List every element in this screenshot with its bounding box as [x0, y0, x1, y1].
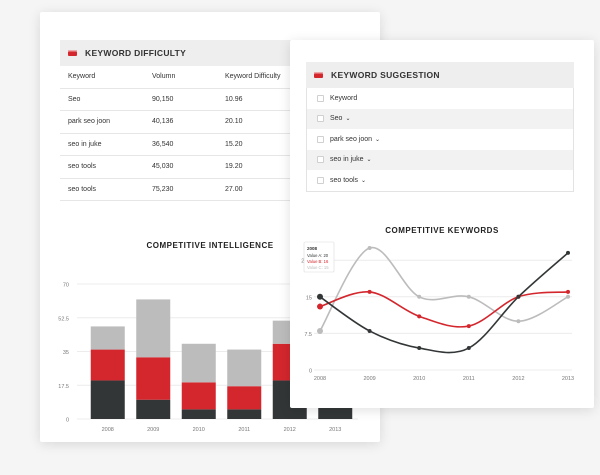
- volume-cell: 45,030: [144, 155, 217, 179]
- bar-segment: [227, 409, 262, 419]
- bar-segment: [136, 399, 171, 419]
- checkbox[interactable]: [317, 156, 324, 164]
- chevron-down-icon[interactable]: ⌄: [375, 136, 381, 143]
- data-point: [367, 289, 372, 294]
- keyword-difficulty-title: KEYWORD DIFFICULTY: [85, 48, 187, 58]
- y-tick-label: 15: [306, 295, 312, 301]
- tooltip-box: [303, 241, 335, 273]
- column-header: Volumn: [144, 66, 217, 89]
- data-point: [566, 289, 570, 294]
- checkbox[interactable]: [317, 115, 324, 123]
- data-point: [566, 294, 570, 299]
- bar-segment: [227, 386, 262, 410]
- bar-segment: [181, 343, 216, 383]
- bar-segment: [181, 409, 216, 419]
- list-header: Keyword: [307, 88, 573, 109]
- data-point: [466, 346, 471, 351]
- data-point: [367, 328, 372, 333]
- x-tick-label: 2010: [413, 376, 425, 382]
- keyword-cell: park seo joon: [60, 110, 144, 134]
- series-line: [319, 252, 569, 354]
- keyword-cell: seo tools: [60, 178, 144, 201]
- data-point: [417, 294, 422, 299]
- panel-icon: [68, 50, 77, 56]
- y-tick-label: 70: [63, 283, 69, 289]
- tooltip-line: Value B: 16: [307, 259, 329, 264]
- competitive-keywords-chart: 07.51522.52008200920102011201220132008Va…: [301, 241, 574, 382]
- list-item[interactable]: park seo joon ⌄: [307, 129, 573, 150]
- tooltip-line: Value C: 15: [307, 265, 329, 270]
- chevron-down-icon[interactable]: ⌄: [366, 157, 372, 164]
- x-tick-label: 2011: [463, 376, 475, 382]
- keyword-suggestion-list: Keyword Seo ⌄ park seo joon ⌄ seo in juk…: [306, 88, 574, 192]
- x-tick-label: 2013: [562, 376, 574, 382]
- column-header: Keyword: [60, 66, 144, 89]
- data-point: [417, 346, 422, 351]
- series-line: [319, 291, 569, 328]
- list-item-label: park seo joon: [330, 135, 373, 143]
- volume-cell: 36,540: [144, 133, 217, 156]
- volume-cell: 90,150: [144, 88, 217, 111]
- bar-segment: [181, 382, 216, 410]
- y-tick-label: 17.5: [58, 384, 69, 390]
- bar-segment: [136, 299, 171, 358]
- data-point: [417, 314, 422, 319]
- bar-segment: [90, 380, 125, 419]
- x-tick-label: 2011: [238, 427, 250, 433]
- tooltip-title: 2008: [307, 246, 318, 251]
- checkbox[interactable]: [317, 135, 324, 143]
- y-tick-label: 0: [309, 369, 312, 375]
- bar-segment: [90, 326, 125, 350]
- competitive-intelligence-title: COMPETITIVE INTELLIGENCE: [146, 241, 274, 250]
- checkbox[interactable]: [317, 94, 324, 102]
- volume-cell: 40,136: [144, 110, 217, 134]
- keyword-suggestion-panel: KEYWORD SUGGESTION Keyword Seo ⌄ park se…: [306, 62, 574, 192]
- list-item[interactable]: Seo ⌄: [307, 108, 573, 129]
- x-tick-label: 2012: [512, 376, 524, 382]
- competitive-keywords-title: COMPETITIVE KEYWORDS: [385, 226, 499, 235]
- keyword-suggestion-header: KEYWORD SUGGESTION: [306, 62, 574, 88]
- data-point: [367, 246, 372, 250]
- x-tick-label: 2010: [193, 427, 205, 433]
- data-point: [466, 294, 471, 299]
- chevron-down-icon[interactable]: ⌄: [345, 116, 351, 123]
- x-tick-label: 2008: [102, 427, 114, 433]
- panel-icon: [314, 72, 323, 78]
- x-tick-label: 2013: [329, 427, 341, 433]
- x-tick-label: 2009: [363, 376, 375, 382]
- list-header-label: Keyword: [330, 94, 358, 102]
- data-point: [516, 294, 521, 299]
- y-tick-label: 52.5: [58, 316, 69, 322]
- data-point: [566, 250, 570, 255]
- tooltip-line: Value A: 20: [307, 253, 329, 258]
- y-tick-label: 35: [63, 350, 69, 356]
- x-tick-label: 2012: [284, 427, 296, 433]
- keyword-cell: seo in juke: [60, 133, 144, 156]
- list-item-label: Seo: [330, 115, 343, 123]
- chevron-down-icon[interactable]: ⌄: [361, 177, 367, 184]
- keyword-cell: seo tools: [60, 155, 144, 179]
- y-tick-label: 7.5: [304, 332, 312, 338]
- list-item-label: seo in juke: [330, 156, 364, 164]
- data-point: [466, 324, 471, 329]
- bar-segment: [90, 349, 125, 381]
- data-point: [516, 319, 521, 324]
- keyword-suggestion-title: KEYWORD SUGGESTION: [331, 70, 440, 80]
- keyword-suggestion-card: KEYWORD SUGGESTION Keyword Seo ⌄ park se…: [290, 40, 594, 408]
- y-tick-label: 0: [66, 418, 69, 424]
- volume-cell: 75,230: [144, 178, 217, 201]
- data-point: [317, 293, 323, 300]
- bar-segment: [136, 357, 171, 400]
- data-point: [317, 327, 323, 334]
- x-tick-label: 2009: [147, 427, 159, 433]
- keyword-cell: Seo: [60, 88, 144, 111]
- x-tick-label: 2008: [314, 376, 326, 382]
- list-item[interactable]: seo in juke ⌄: [307, 149, 573, 170]
- list-item-label: seo tools: [330, 176, 359, 184]
- checkbox[interactable]: [317, 176, 324, 184]
- list-item[interactable]: seo tools ⌄: [307, 170, 573, 191]
- bar-segment: [227, 349, 262, 387]
- data-point: [317, 303, 323, 310]
